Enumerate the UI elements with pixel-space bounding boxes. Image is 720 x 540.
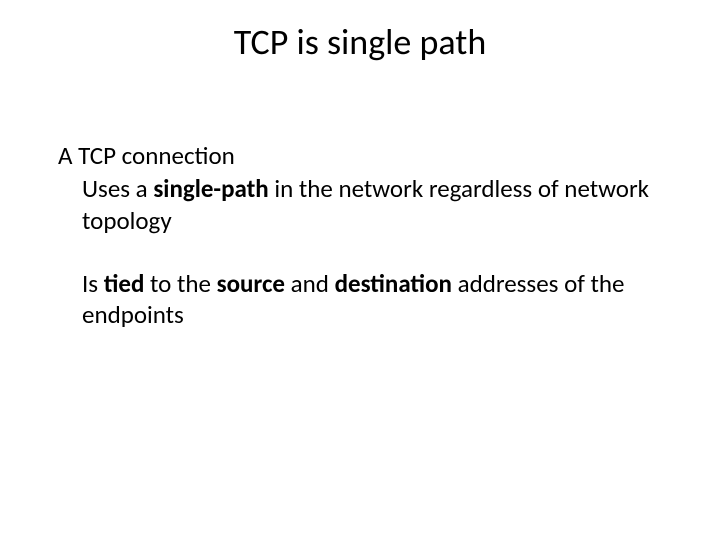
- body-line-1: A TCP connection: [58, 140, 662, 171]
- bold-span: single-path: [153, 173, 268, 204]
- bold-span: tied: [104, 268, 145, 299]
- slide-body: A TCP connection Uses a single-path in t…: [58, 140, 662, 330]
- body-para-1: Uses a single-path in the network regard…: [82, 173, 662, 236]
- bold-span: destination: [335, 268, 452, 299]
- slide: TCP is single path A TCP connection Uses…: [0, 0, 720, 540]
- spacer: [58, 236, 662, 268]
- body-para-2: Is tied to the source and destination ad…: [82, 268, 662, 331]
- text-span: Is: [82, 268, 104, 299]
- bold-span: source: [217, 268, 285, 299]
- slide-title: TCP is single path: [0, 20, 720, 64]
- text-span: and: [285, 268, 335, 299]
- text-span: to the: [144, 268, 216, 299]
- text-span: Uses a: [82, 173, 153, 204]
